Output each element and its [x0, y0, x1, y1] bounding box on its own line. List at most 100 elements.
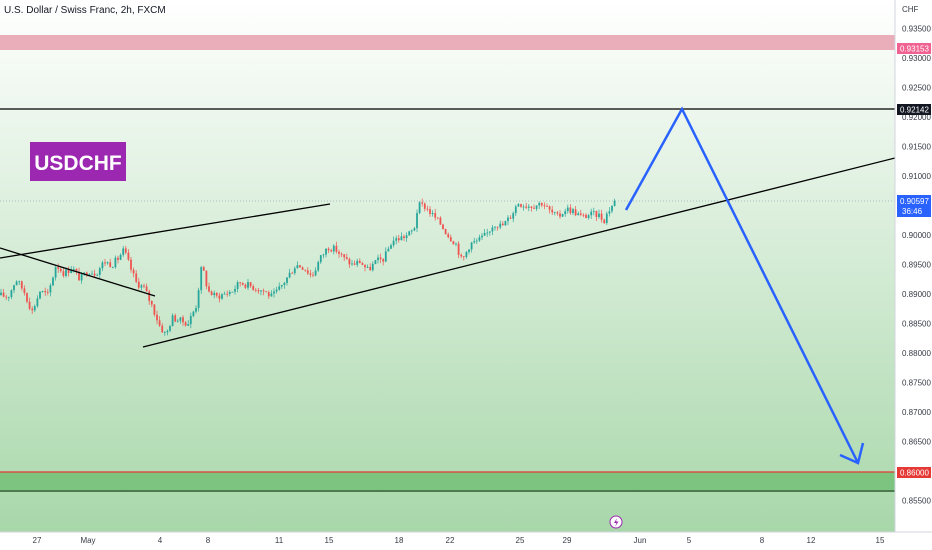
candle-body — [192, 311, 195, 317]
candle-body — [5, 296, 8, 298]
candle-body — [75, 268, 78, 272]
candle-body — [325, 248, 327, 255]
candle-body — [332, 245, 335, 252]
candle-body — [611, 205, 613, 212]
candle-body — [26, 293, 28, 302]
candle-body — [171, 315, 174, 327]
candle-body — [143, 285, 145, 287]
candle-body — [158, 320, 161, 326]
candle-body — [85, 272, 88, 276]
candle-body — [184, 322, 187, 326]
resistance-price-label — [897, 104, 931, 115]
currency-label: CHF — [902, 5, 919, 14]
time-tick: Jun — [634, 536, 647, 545]
candle-body — [130, 259, 132, 270]
candle-body — [522, 206, 525, 208]
candle-body — [132, 269, 135, 274]
time-tick: 22 — [446, 536, 455, 545]
candle-body — [273, 291, 275, 294]
candle-body — [2, 292, 5, 297]
price-axis[interactable] — [895, 0, 932, 532]
candle-body — [210, 291, 213, 296]
time-tick: 29 — [563, 536, 572, 545]
down-channel-line[interactable] — [0, 247, 156, 297]
candle-body — [205, 270, 208, 287]
candle-body — [447, 234, 450, 238]
candle-body — [608, 211, 611, 214]
projection-path[interactable] — [624, 106, 860, 464]
candle-body — [356, 260, 359, 265]
candle-body — [366, 266, 369, 268]
candle-body — [28, 301, 31, 309]
candle-body — [600, 213, 603, 220]
candle-body — [306, 270, 309, 274]
chart-title: U.S. Dollar / Swiss Franc, 2h, FXCM — [4, 5, 166, 16]
time-tick: 27 — [33, 536, 42, 545]
candle-body — [582, 214, 585, 216]
candle-body — [91, 273, 93, 275]
candle-body — [78, 271, 80, 281]
countdown-text: 36:46 — [902, 207, 923, 216]
candle-body — [564, 211, 567, 215]
candle-body — [444, 228, 447, 235]
time-tick: 12 — [807, 536, 816, 545]
upper-zone-price-text: 0.93153 — [900, 45, 929, 54]
candle-body — [296, 265, 299, 269]
candle-body — [189, 316, 192, 325]
candle-body — [111, 267, 114, 268]
wedge-lower-line[interactable] — [142, 157, 896, 348]
candle-body — [468, 249, 470, 252]
price-tick: 0.92500 — [902, 84, 931, 93]
candle-body — [317, 262, 320, 271]
candle-body — [278, 286, 281, 290]
candle-body — [525, 206, 528, 208]
candle-body — [65, 269, 67, 276]
candle-body — [182, 317, 184, 323]
candle-body — [426, 208, 429, 210]
candle-body — [613, 200, 616, 206]
candle-body — [223, 293, 226, 295]
candle-body — [236, 282, 239, 289]
candle-body — [231, 291, 234, 293]
candle-body — [117, 257, 119, 260]
candle-body — [499, 223, 502, 228]
candle-body — [106, 262, 109, 264]
candle-body — [470, 242, 473, 250]
candle-body — [234, 288, 236, 292]
candle-body — [530, 206, 533, 208]
candle-body — [163, 332, 166, 333]
candle-body — [46, 292, 49, 293]
candle-body — [291, 272, 294, 274]
symbol-badge-text: USDCHF — [34, 152, 122, 175]
candle-body — [187, 324, 190, 326]
price-tick: 0.87500 — [902, 378, 931, 387]
candle-body — [135, 273, 138, 282]
candle-body — [114, 257, 117, 268]
candle-body — [478, 237, 481, 241]
candle-body — [403, 236, 405, 239]
price-tick: 0.93000 — [902, 54, 931, 63]
wedge-upper-line[interactable] — [0, 203, 331, 259]
candle-body — [161, 325, 164, 333]
candle-body — [304, 269, 307, 271]
support-price-label — [897, 467, 931, 478]
candle-body — [104, 262, 106, 264]
candle-body — [174, 315, 177, 322]
candle-body — [13, 285, 15, 291]
candle-body — [18, 281, 21, 283]
candle-body — [491, 227, 494, 232]
candle-body — [23, 288, 26, 294]
candle-body — [301, 267, 304, 270]
candle-body — [241, 283, 244, 285]
candle-body — [431, 213, 434, 214]
candle-body — [314, 270, 317, 276]
last-price-label — [897, 195, 931, 217]
projection-arrowhead — [839, 442, 865, 465]
price-tick: 0.87000 — [902, 408, 931, 417]
candle-body — [72, 268, 75, 271]
time-tick: 4 — [158, 536, 163, 545]
candle-body — [247, 282, 249, 288]
candle-body — [533, 207, 535, 209]
time-axis[interactable] — [0, 532, 932, 550]
